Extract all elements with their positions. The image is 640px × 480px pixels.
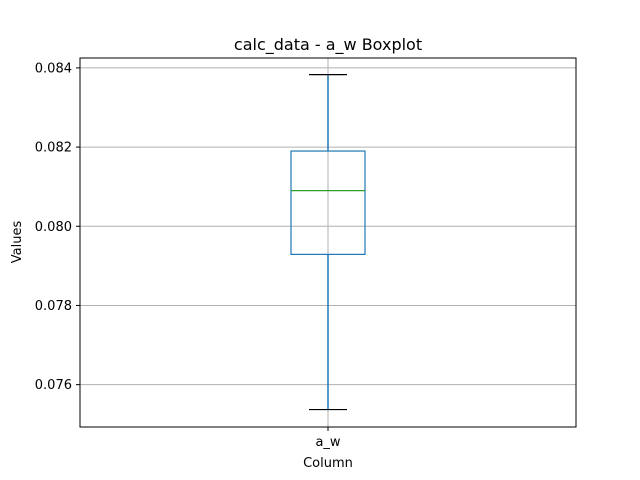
tick-layer: 0.076 0.078 0.080 0.082 0.084 a_w (35, 61, 341, 450)
x-tick-label: a_w (315, 435, 340, 450)
y-tick-label: 0.078 (35, 299, 72, 314)
iqr-box (290, 150, 366, 255)
y-tick-label: 0.082 (35, 141, 72, 156)
x-axis-label: Column (303, 456, 353, 471)
y-axis-label: Values (10, 221, 25, 264)
y-tick-label: 0.076 (35, 378, 72, 393)
chart-title: calc_data - a_w Boxplot (234, 35, 422, 55)
box-layer (290, 74, 366, 411)
y-tick-label: 0.084 (35, 61, 72, 76)
y-tick-label: 0.080 (35, 220, 72, 235)
